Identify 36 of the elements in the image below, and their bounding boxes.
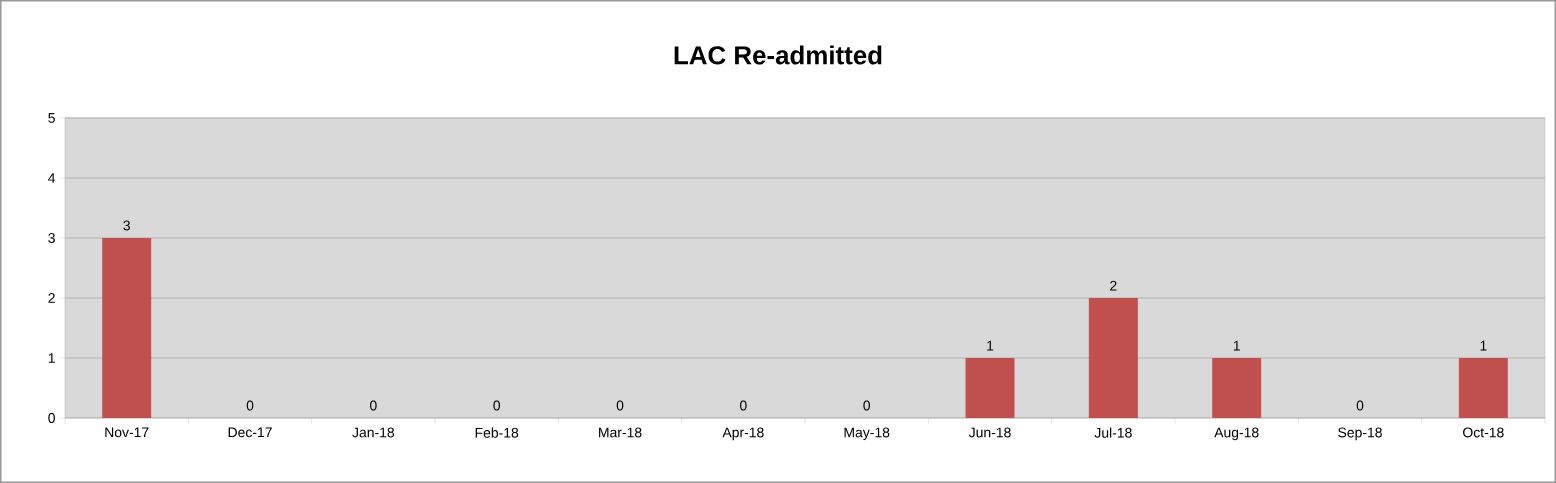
data-label: 3 — [123, 220, 130, 231]
bar — [1088, 297, 1138, 418]
x-tick-label: Aug-18 — [1214, 427, 1259, 441]
x-tick-label: Jul-18 — [1094, 427, 1132, 438]
data-label: 0 — [863, 400, 871, 411]
chart-title: LAC Re-admitted — [674, 45, 882, 65]
y-tick-label: 5 — [48, 113, 55, 123]
data-label: 1 — [1233, 340, 1240, 351]
x-tick-label: Jun-18 — [968, 427, 1011, 438]
bar — [1458, 357, 1508, 418]
data-label: 0 — [1356, 400, 1364, 411]
y-tick-label: 0 — [48, 413, 55, 423]
data-label: 2 — [1110, 280, 1117, 291]
x-tick-label: Nov-17 — [105, 427, 149, 438]
y-tick-label: 1 — [48, 353, 55, 363]
x-tick-label: Sep-18 — [1338, 427, 1382, 441]
y-tick-label: 2 — [48, 293, 55, 303]
x-tick-label: May-18 — [844, 427, 890, 441]
data-label: 0 — [616, 400, 624, 411]
bar — [102, 237, 152, 418]
y-tick-label: 3 — [48, 233, 55, 243]
x-tick-label: Apr-18 — [722, 427, 764, 441]
x-tick-label: Mar-18 — [599, 427, 642, 438]
data-label: 1 — [1480, 340, 1487, 351]
data-label: 0 — [740, 400, 747, 411]
y-tick-label: 4 — [48, 173, 56, 183]
x-tick-label: Feb-18 — [475, 427, 519, 438]
bar — [965, 357, 1015, 418]
data-label: 0 — [493, 400, 501, 411]
bar — [1212, 357, 1262, 418]
x-tick-label: Jan-18 — [352, 427, 395, 438]
data-label: 1 — [987, 340, 994, 351]
x-tick-label: Dec-17 — [228, 427, 272, 438]
data-label: 0 — [370, 400, 377, 411]
data-label: 0 — [246, 400, 254, 411]
x-tick-label: Oct-18 — [1463, 427, 1504, 438]
